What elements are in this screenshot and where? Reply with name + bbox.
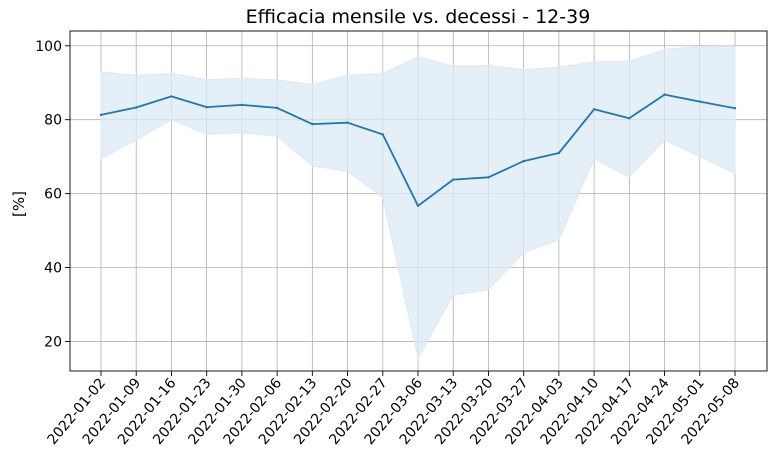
y-tick-label: 40 [44,261,62,277]
y-tick-label: 20 [44,334,62,350]
confidence-band-group [100,45,736,360]
data-point [346,121,349,124]
series-line-group [99,93,737,208]
data-point [522,159,525,163]
data-point [275,106,279,110]
data-point [381,133,384,136]
data-point [205,105,208,109]
data-point [663,93,666,96]
data-point [628,117,631,120]
y-tick-label: 60 [44,187,62,203]
y-tick-label: 80 [44,113,62,129]
data-point [170,95,173,98]
y-axis-label: [%] [10,191,28,217]
data-point [487,176,490,179]
data-point [99,113,103,117]
data-point [557,151,561,155]
plot-frame [69,30,768,372]
data-point [698,100,701,103]
data-point [416,204,420,208]
data-point [135,106,138,109]
data-point [452,178,455,181]
data-point [733,107,737,110]
data-point [240,103,244,107]
confidence-band [100,45,736,360]
chart-title: Efficacia mensile vs. decessi - 12-39 [246,6,591,28]
data-point [592,108,596,111]
data-point [311,122,314,126]
y-tick-label: 100 [35,39,62,55]
